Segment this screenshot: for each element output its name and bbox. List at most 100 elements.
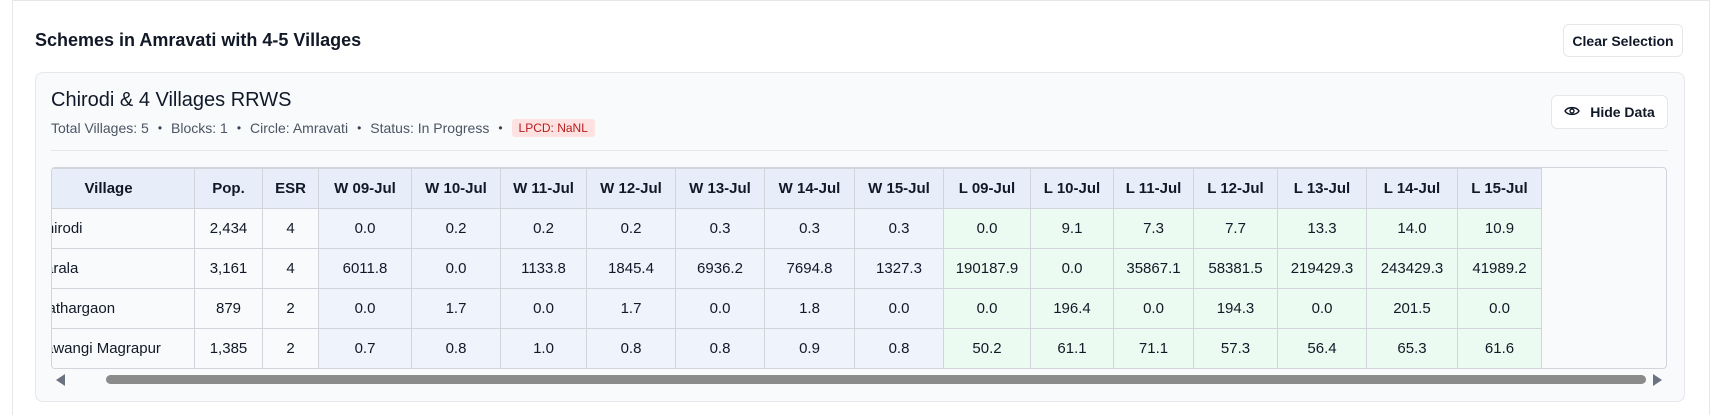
table-cell: 3,161 xyxy=(194,248,263,289)
table-cell: 0.8 xyxy=(586,328,676,368)
table-cell: 0.0 xyxy=(1030,248,1114,289)
table-cell: 61.1 xyxy=(1030,328,1114,368)
table-cell: 14.0 xyxy=(1366,208,1458,249)
village-name-cell: Mathargaon xyxy=(52,288,195,329)
table-cell: 61.6 xyxy=(1457,328,1542,368)
data-table-container[interactable]: Village Pop. ESR W 09-Jul W 10-Jul W 11-… xyxy=(51,167,1667,369)
scheme-card: Chirodi & 4 Villages RRWS Total Villages… xyxy=(35,72,1685,402)
table-cell: 1.7 xyxy=(586,288,676,329)
table-cell: 0.0 xyxy=(318,288,412,329)
table-cell: 57.3 xyxy=(1193,328,1278,368)
lpcd-badge: LPCD: NaNL xyxy=(511,119,595,137)
table-cell: 0.8 xyxy=(854,328,944,368)
table-cell: 1.7 xyxy=(411,288,501,329)
col-header[interactable]: W 12-Jul xyxy=(586,168,676,209)
col-header[interactable]: L 12-Jul xyxy=(1193,168,1278,209)
col-header[interactable]: W 15-Jul xyxy=(854,168,944,209)
table-cell: 65.3 xyxy=(1366,328,1458,368)
table-cell: 7.7 xyxy=(1193,208,1278,249)
separator-dot: • xyxy=(157,121,163,135)
table-cell: 190187.9 xyxy=(943,248,1031,289)
table-cell: 243429.3 xyxy=(1366,248,1458,289)
table-row: Chirodi2,43440.00.20.20.20.30.30.30.09.1… xyxy=(52,208,1542,249)
circle-name: Circle: Amravati xyxy=(250,120,349,136)
table-row: Parala3,16146011.80.01133.81845.46936.27… xyxy=(52,248,1542,289)
village-name-cell: Parala xyxy=(52,248,195,289)
table-cell: 6936.2 xyxy=(675,248,765,289)
table-header-row: Village Pop. ESR W 09-Jul W 10-Jul W 11-… xyxy=(52,168,1542,209)
scroll-left-icon[interactable] xyxy=(56,374,65,386)
horizontal-scrollbar[interactable] xyxy=(51,371,1667,387)
table-row: Mathargaon87920.01.70.01.70.01.80.00.019… xyxy=(52,288,1542,329)
table-cell: 0.0 xyxy=(411,248,501,289)
col-header[interactable]: ESR xyxy=(262,168,319,209)
table-cell: 9.1 xyxy=(1030,208,1114,249)
table-cell: 219429.3 xyxy=(1277,248,1367,289)
col-header[interactable]: L 09-Jul xyxy=(943,168,1031,209)
table-cell: 1327.3 xyxy=(854,248,944,289)
table-cell: 10.9 xyxy=(1457,208,1542,249)
clear-selection-button[interactable]: Clear Selection xyxy=(1563,24,1683,57)
table-cell: 35867.1 xyxy=(1113,248,1194,289)
col-header[interactable]: L 15-Jul xyxy=(1457,168,1542,209)
table-cell: 1133.8 xyxy=(500,248,587,289)
table-cell: 41989.2 xyxy=(1457,248,1542,289)
scheme-status: Status: In Progress xyxy=(370,120,490,136)
col-header[interactable]: L 13-Jul xyxy=(1277,168,1367,209)
table-cell: 0.0 xyxy=(1457,288,1542,329)
table-cell: 13.3 xyxy=(1277,208,1367,249)
total-villages: Total Villages: 5 xyxy=(51,120,149,136)
table-row: Pawangi Magrapur1,38520.70.81.00.80.80.9… xyxy=(52,328,1542,368)
table-cell: 7.3 xyxy=(1113,208,1194,249)
table-cell: 0.8 xyxy=(675,328,765,368)
table-cell: 194.3 xyxy=(1193,288,1278,329)
col-header[interactable]: W 10-Jul xyxy=(411,168,501,209)
table-cell: 2,434 xyxy=(194,208,263,249)
village-data-table: Village Pop. ESR W 09-Jul W 10-Jul W 11-… xyxy=(52,168,1542,368)
table-cell: 58381.5 xyxy=(1193,248,1278,289)
village-name-cell: Pawangi Magrapur xyxy=(52,328,195,368)
village-name-cell: Chirodi xyxy=(52,208,195,249)
table-cell: 0.3 xyxy=(675,208,765,249)
table-cell: 1845.4 xyxy=(586,248,676,289)
table-cell: 50.2 xyxy=(943,328,1031,368)
divider xyxy=(51,150,1668,151)
col-header[interactable]: L 11-Jul xyxy=(1113,168,1194,209)
col-header[interactable]: W 13-Jul xyxy=(675,168,765,209)
col-header[interactable]: Pop. xyxy=(194,168,263,209)
col-header[interactable]: L 14-Jul xyxy=(1366,168,1458,209)
table-cell: 2 xyxy=(262,288,319,329)
table-cell: 2 xyxy=(262,328,319,368)
table-cell: 0.2 xyxy=(586,208,676,249)
section-title: Schemes in Amravati with 4-5 Villages xyxy=(35,30,362,50)
table-cell: 1.0 xyxy=(500,328,587,368)
col-header[interactable]: Village xyxy=(52,168,195,209)
table-cell: 4 xyxy=(262,208,319,249)
blocks-count: Blocks: 1 xyxy=(171,120,228,136)
table-cell: 879 xyxy=(194,288,263,329)
table-cell: 0.7 xyxy=(318,328,412,368)
table-cell: 0.0 xyxy=(318,208,412,249)
col-header[interactable]: W 09-Jul xyxy=(318,168,412,209)
hide-data-label: Hide Data xyxy=(1590,104,1655,120)
scroll-right-icon[interactable] xyxy=(1653,374,1662,386)
table-cell: 0.9 xyxy=(764,328,855,368)
scheme-meta: Total Villages: 5 • Blocks: 1 • Circle: … xyxy=(51,119,595,137)
table-cell: 1,385 xyxy=(194,328,263,368)
hide-data-button[interactable]: Hide Data xyxy=(1551,95,1668,129)
table-cell: 0.0 xyxy=(1113,288,1194,329)
content-panel xyxy=(12,0,1710,415)
col-header[interactable]: L 10-Jul xyxy=(1030,168,1114,209)
table-cell: 0.0 xyxy=(854,288,944,329)
table-cell: 0.0 xyxy=(500,288,587,329)
scheme-title: Chirodi & 4 Villages RRWS xyxy=(51,89,292,111)
table-cell: 0.3 xyxy=(854,208,944,249)
scrollbar-thumb[interactable] xyxy=(106,375,1646,384)
table-cell: 0.8 xyxy=(411,328,501,368)
table-cell: 0.0 xyxy=(943,288,1031,329)
col-header[interactable]: W 14-Jul xyxy=(764,168,855,209)
table-cell: 0.2 xyxy=(500,208,587,249)
table-cell: 201.5 xyxy=(1366,288,1458,329)
col-header[interactable]: W 11-Jul xyxy=(500,168,587,209)
table-cell: 0.2 xyxy=(411,208,501,249)
